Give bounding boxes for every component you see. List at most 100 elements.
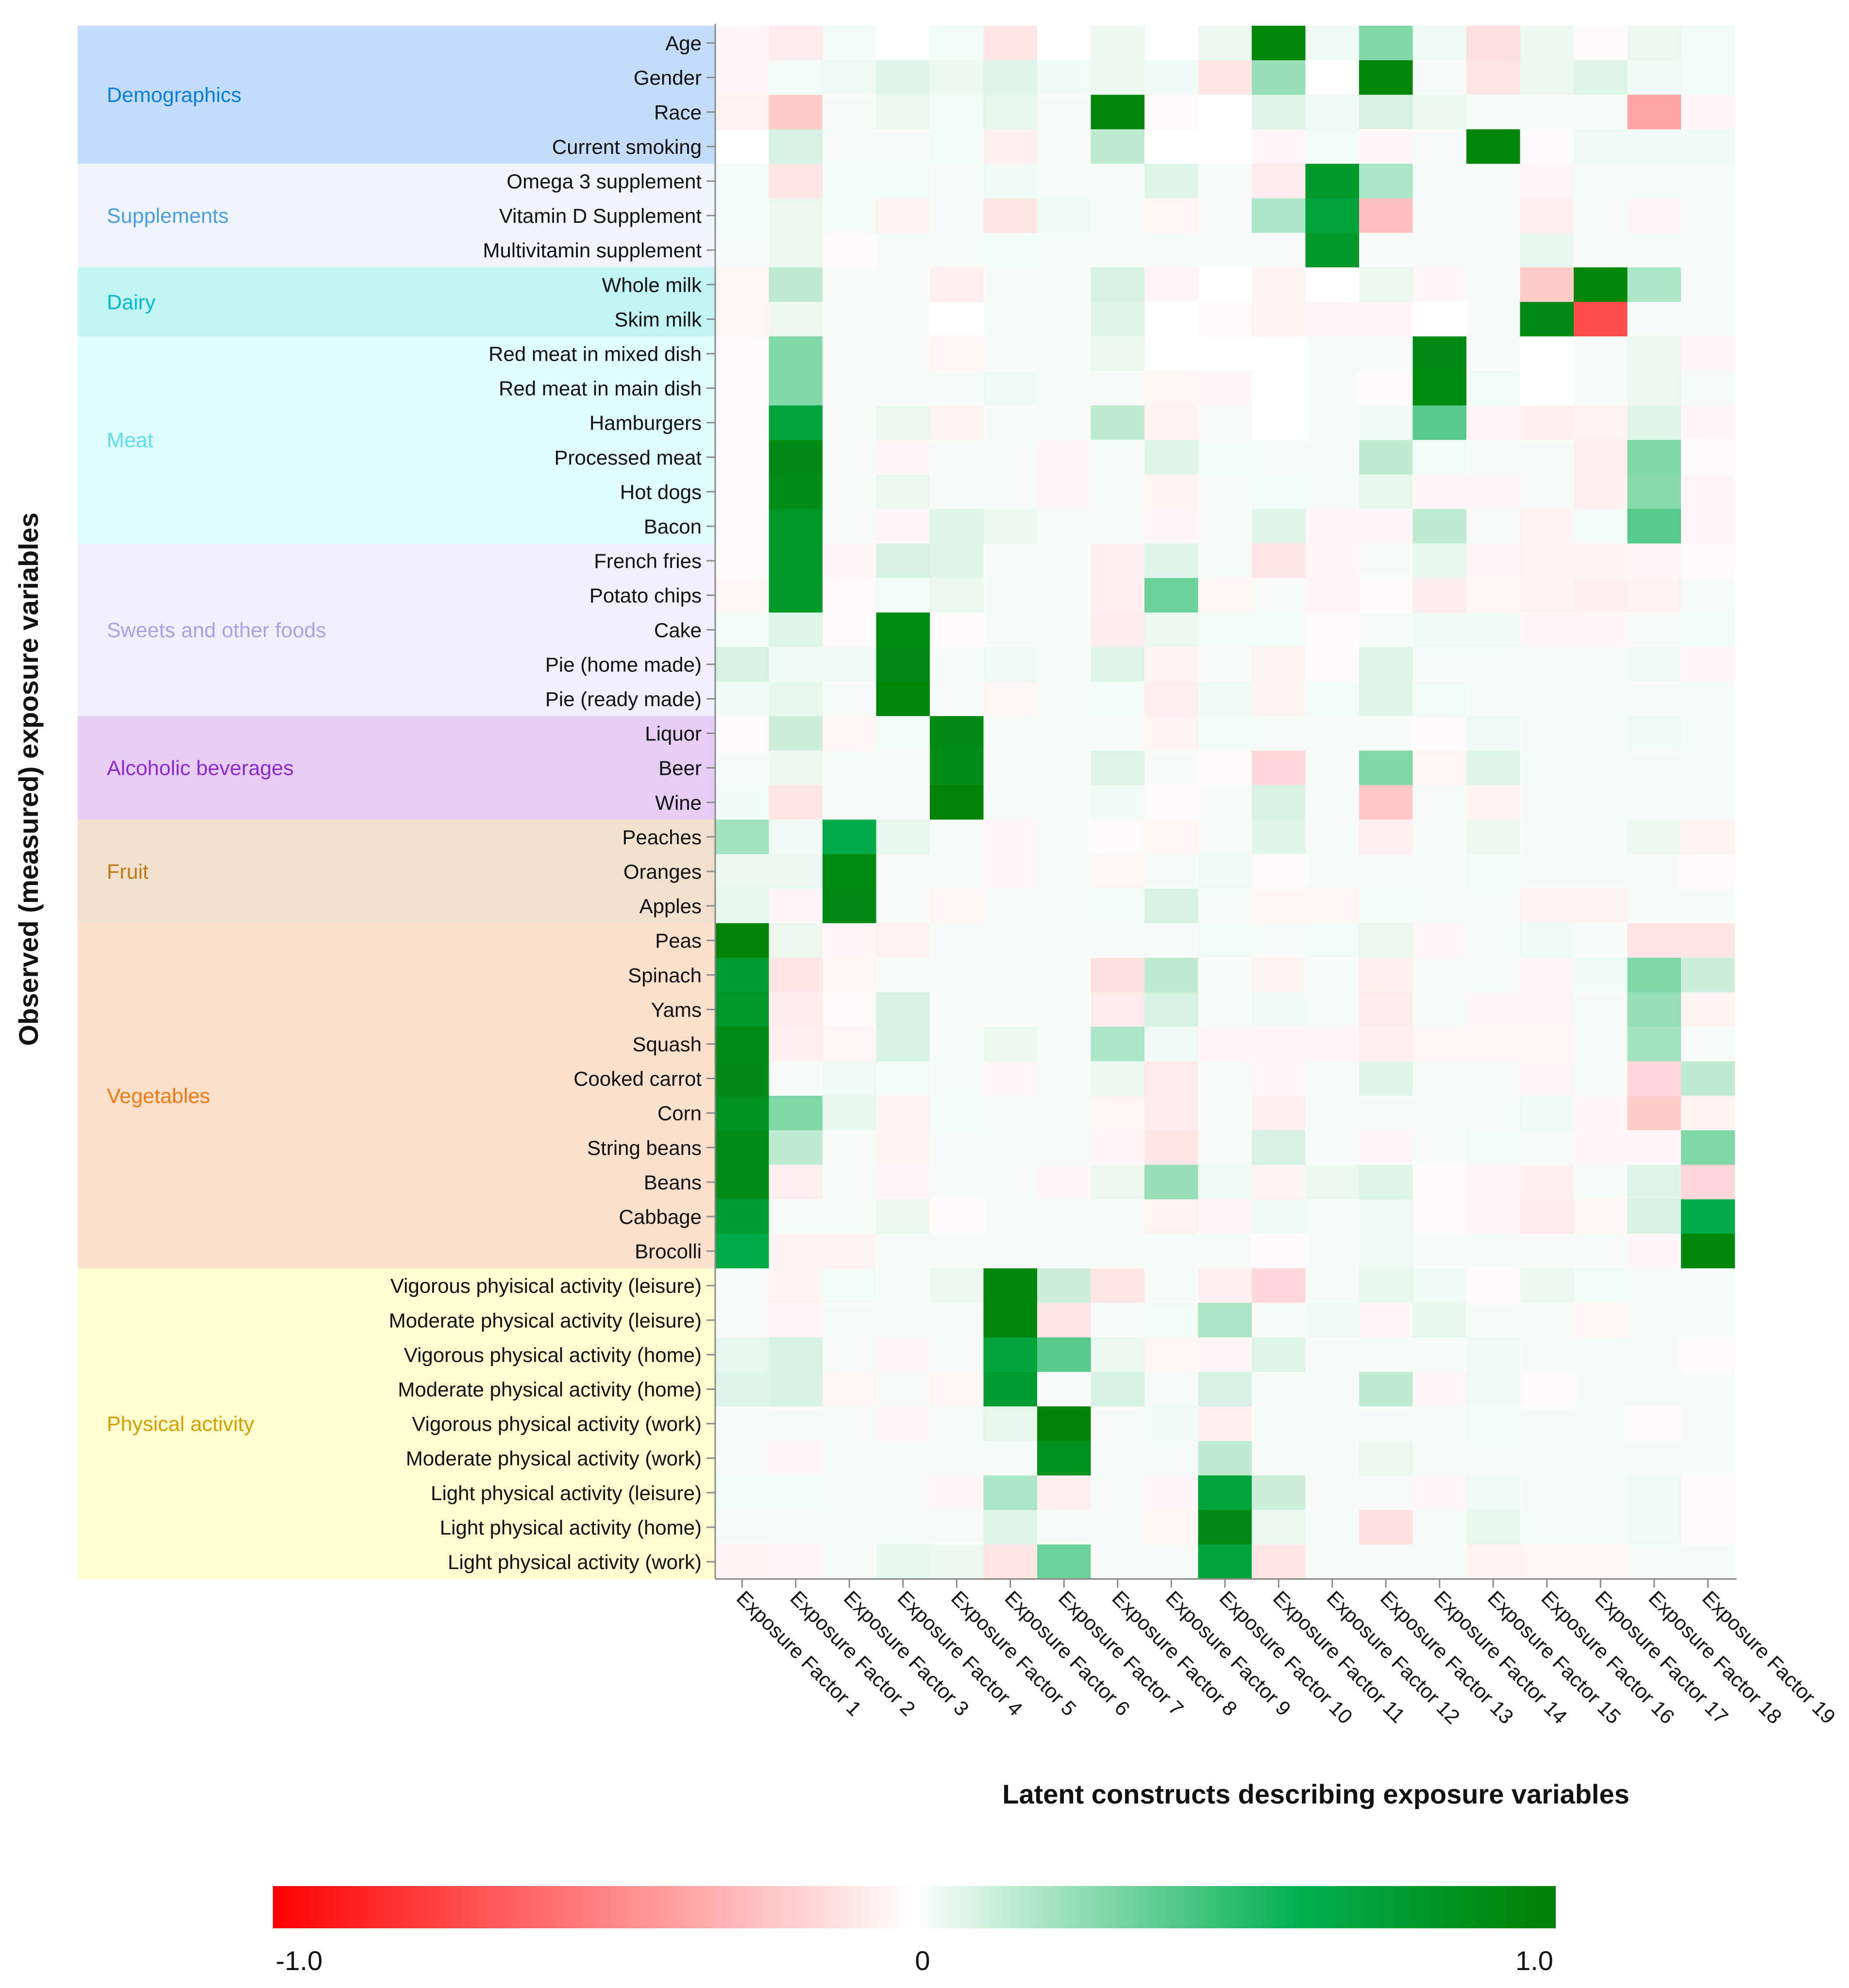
heatmap-cell [1091, 301, 1145, 337]
heatmap-cell [1305, 1026, 1360, 1062]
heatmap-cell [1520, 1337, 1574, 1372]
heatmap-cell [983, 405, 1038, 440]
heatmap-cell [1198, 1544, 1252, 1580]
colorbar-gradient [273, 1886, 1556, 1928]
heatmap-cell [983, 95, 1038, 130]
heatmap-cell [1144, 26, 1199, 61]
heatmap-cell [1520, 301, 1574, 337]
heatmap-cell [1412, 1199, 1467, 1235]
heatmap-cell [1574, 95, 1628, 130]
heatmap-cell [1359, 612, 1413, 648]
heatmap-cell [823, 60, 877, 95]
heatmap-cell [1359, 888, 1413, 924]
heatmap-cell [1520, 164, 1574, 199]
heatmap-cell [1574, 1234, 1628, 1269]
heatmap-cell [1466, 751, 1521, 785]
heatmap-cell [823, 854, 877, 889]
heatmap-cell [1681, 301, 1735, 337]
heatmap-cell [1574, 371, 1628, 406]
heatmap-cell [1091, 26, 1145, 61]
heatmap-cell [1466, 1371, 1521, 1407]
heatmap-cell [1252, 681, 1306, 717]
heatmap-cell [715, 923, 770, 958]
heatmap-cell [1681, 888, 1735, 924]
heatmap-cell [769, 785, 823, 820]
heatmap-cell [823, 1406, 877, 1441]
heatmap-cell [1198, 1026, 1252, 1062]
heatmap-cell [983, 1371, 1038, 1407]
heatmap-cell [823, 26, 877, 61]
heatmap-cell [823, 543, 877, 579]
heatmap-cell [1681, 819, 1735, 854]
heatmap-cell [876, 267, 930, 302]
heatmap-cell [823, 336, 877, 371]
heatmap-cell [983, 1130, 1038, 1165]
heatmap-cell [930, 888, 984, 924]
heatmap-cell [715, 301, 770, 337]
heatmap-cell [1252, 785, 1306, 820]
heatmap-cell [1037, 1544, 1092, 1580]
heatmap-cell [876, 1165, 930, 1200]
heatmap-cell [930, 1544, 984, 1580]
heatmap-cell [930, 1406, 984, 1441]
heatmap-cell [1198, 612, 1252, 648]
heatmap-cell [1037, 267, 1092, 302]
heatmap-cell [1305, 1510, 1360, 1545]
heatmap-cell [983, 1165, 1038, 1200]
heatmap-cell [769, 336, 823, 371]
heatmap-cell [715, 26, 770, 61]
heatmap-cell [930, 992, 984, 1027]
heatmap-cell [1412, 301, 1467, 337]
heatmap-cell [769, 405, 823, 440]
row-label: Vigorous phyisical activity (leisure) [390, 1274, 702, 1297]
heatmap-cell [1037, 1061, 1092, 1096]
heatmap-cell [715, 1303, 770, 1338]
heatmap-cell [1198, 26, 1252, 61]
heatmap-cell [1037, 1510, 1092, 1545]
heatmap-cell [1091, 405, 1145, 440]
heatmap-cell [1412, 26, 1467, 61]
heatmap-cell [1037, 336, 1092, 371]
heatmap-cell [1520, 405, 1574, 440]
group-band-sweets-and-other-foods [78, 543, 715, 716]
heatmap-cell [1305, 681, 1360, 717]
heatmap-cell [1412, 509, 1467, 544]
heatmap-cell [1198, 1371, 1252, 1407]
heatmap-cell [1627, 233, 1681, 268]
heatmap-cell [1359, 440, 1413, 475]
heatmap-cell [1412, 992, 1467, 1027]
heatmap-cell [1627, 60, 1681, 95]
heatmap-cell [1466, 1061, 1521, 1096]
heatmap-cell [1627, 371, 1681, 406]
heatmap-cell [823, 751, 877, 785]
group-band-alcoholic-beverages [78, 716, 715, 820]
heatmap-cell [1627, 923, 1681, 958]
heatmap-cell [1412, 716, 1467, 751]
heatmap-cell [823, 957, 877, 993]
heatmap-cell [1252, 819, 1306, 854]
heatmap-cell [1412, 1406, 1467, 1441]
heatmap-cell [1198, 95, 1252, 130]
x-axis-title: Latent constructs describing exposure va… [1002, 1779, 1630, 1809]
heatmap-cell [983, 336, 1038, 371]
heatmap-cell [1359, 923, 1413, 958]
heatmap-cell [1144, 164, 1199, 199]
heatmap-cell [1520, 233, 1574, 268]
heatmap-cell [1520, 1510, 1574, 1545]
heatmap-cell [823, 301, 877, 337]
heatmap-cell [930, 854, 984, 889]
heatmap-cell [823, 1268, 877, 1303]
heatmap-cell [1198, 923, 1252, 958]
heatmap-cell [1359, 681, 1413, 717]
heatmap-cell [823, 923, 877, 958]
heatmap-cell [769, 509, 823, 544]
heatmap-cell [1681, 164, 1735, 199]
heatmap-cell [876, 992, 930, 1027]
heatmap-cell [1681, 371, 1735, 406]
heatmap-cell [1574, 543, 1628, 579]
heatmap-cell [769, 1234, 823, 1269]
heatmap-cell [1520, 854, 1574, 889]
heatmap-cell [930, 233, 984, 268]
heatmap-cell [1574, 1303, 1628, 1338]
